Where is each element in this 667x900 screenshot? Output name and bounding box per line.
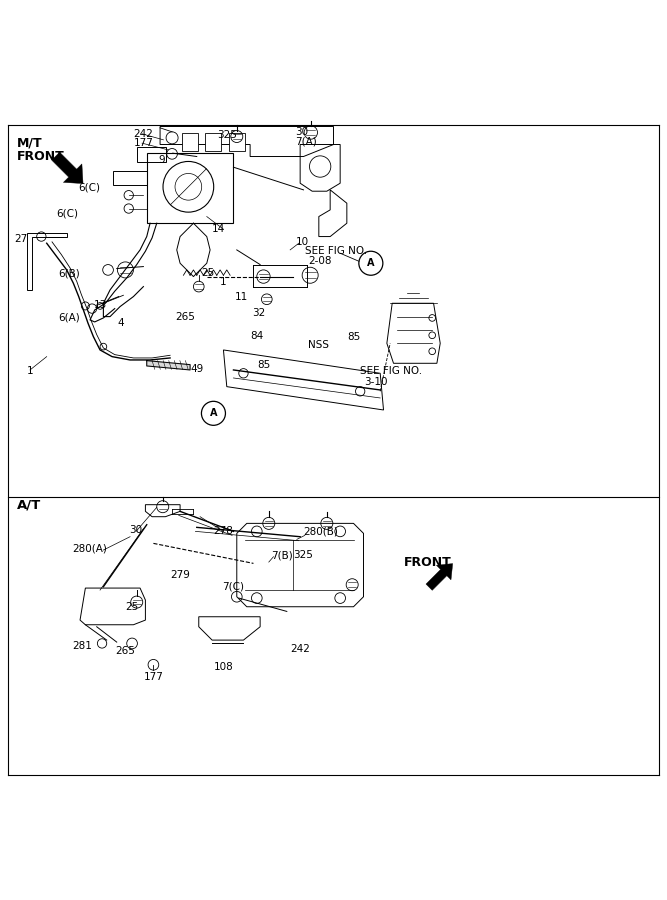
Text: 7(B): 7(B)	[271, 551, 293, 561]
Text: 1: 1	[27, 365, 33, 375]
Text: A: A	[367, 258, 375, 268]
Text: 85: 85	[347, 331, 360, 342]
Text: 265: 265	[115, 646, 135, 656]
Text: 4: 4	[117, 319, 124, 328]
Text: 2-08: 2-08	[308, 256, 331, 266]
Text: 279: 279	[170, 570, 190, 580]
Text: A: A	[209, 409, 217, 419]
Polygon shape	[426, 563, 453, 590]
Circle shape	[201, 401, 225, 426]
Text: 242: 242	[133, 129, 153, 139]
Text: 108: 108	[213, 662, 233, 672]
Text: 25: 25	[125, 602, 139, 612]
Text: 278: 278	[213, 526, 233, 536]
Text: 7(A): 7(A)	[295, 136, 317, 146]
Circle shape	[359, 251, 383, 275]
Text: M/T: M/T	[17, 137, 42, 149]
Text: 32: 32	[252, 309, 265, 319]
Bar	[229, 132, 245, 151]
Text: 85: 85	[257, 360, 270, 370]
Text: 280(B): 280(B)	[303, 526, 338, 536]
Text: 30: 30	[129, 525, 142, 535]
Text: 7(C): 7(C)	[222, 581, 244, 591]
Text: SEE FIG NO.: SEE FIG NO.	[360, 366, 422, 376]
Polygon shape	[52, 152, 83, 184]
Text: 265: 265	[175, 311, 195, 321]
Text: 3-10: 3-10	[364, 377, 388, 387]
Text: 11: 11	[235, 292, 248, 302]
Text: FRONT: FRONT	[17, 149, 65, 163]
Polygon shape	[147, 361, 190, 370]
Text: 177: 177	[143, 671, 163, 682]
Text: A/T: A/T	[17, 498, 41, 511]
Text: 9: 9	[159, 155, 165, 165]
Text: 13: 13	[94, 301, 107, 310]
Text: 242: 242	[290, 644, 310, 654]
Text: 325: 325	[293, 551, 313, 561]
Text: 49: 49	[191, 364, 204, 374]
Text: 25: 25	[201, 267, 215, 277]
Text: 1: 1	[220, 277, 227, 287]
Text: 6(A): 6(A)	[59, 313, 81, 323]
Text: 177: 177	[133, 139, 153, 148]
Text: 280(A): 280(A)	[72, 544, 107, 554]
Text: 6(C): 6(C)	[79, 183, 101, 193]
Text: NSS: NSS	[308, 339, 329, 349]
Bar	[205, 132, 221, 151]
Text: 325: 325	[217, 130, 237, 140]
Text: 10: 10	[295, 237, 309, 247]
Text: 14: 14	[212, 224, 225, 234]
Text: 84: 84	[250, 331, 263, 341]
Text: 27: 27	[15, 234, 28, 244]
Text: 6(B): 6(B)	[58, 268, 80, 278]
Text: 281: 281	[72, 641, 92, 651]
Text: FRONT: FRONT	[404, 555, 452, 569]
Text: 30: 30	[295, 127, 308, 137]
Text: 6(C): 6(C)	[57, 208, 79, 218]
Text: SEE FIG NO.: SEE FIG NO.	[305, 246, 368, 256]
Bar	[182, 132, 198, 151]
